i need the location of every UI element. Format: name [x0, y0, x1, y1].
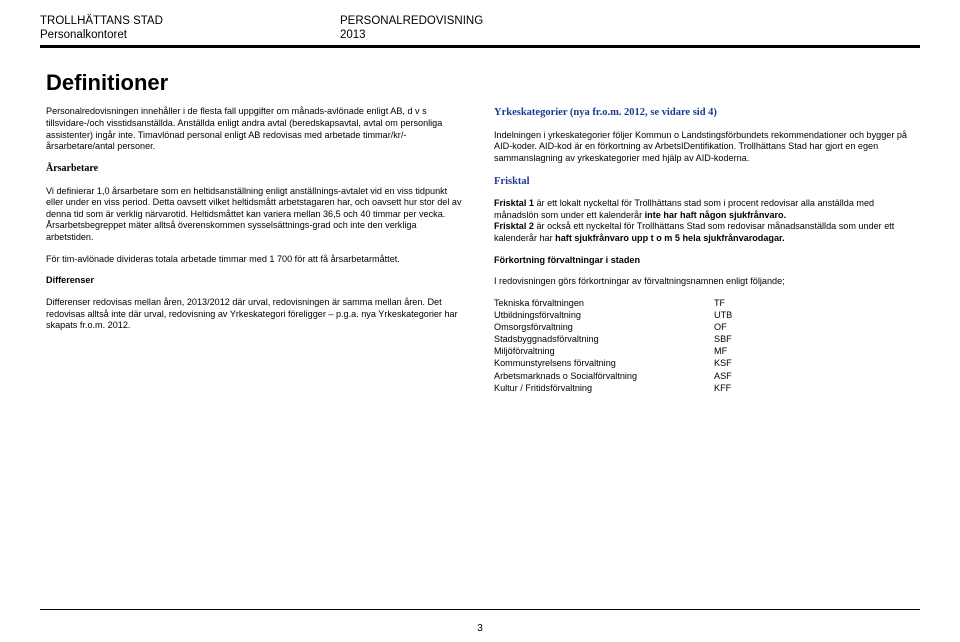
table-cell: UTB — [714, 310, 774, 322]
left-para-4: Differenser redovisas mellan åren, 2013/… — [46, 297, 466, 332]
table-cell: Kultur / Fritidsförvaltning — [494, 383, 714, 395]
table-cell: Omsorgsförvaltning — [494, 322, 714, 334]
table-cell: Stadsbyggnadsförvaltning — [494, 334, 714, 346]
header-dept: Personalkontoret — [40, 28, 340, 42]
right-para-2a: Frisktal 1 är ett lokalt nyckeltal för T… — [494, 198, 914, 221]
table-cell: Tekniska förvaltningen — [494, 298, 714, 310]
table-cell: Utbildningsförvaltning — [494, 310, 714, 322]
left-para-1: Personalredovisningen innehåller i de fl… — [46, 106, 466, 153]
footer-rule — [40, 609, 920, 610]
page-number: 3 — [477, 623, 483, 634]
left-para-2: Vi definierar 1,0 årsarbetare som en hel… — [46, 186, 466, 244]
abbreviation-table: Tekniska förvaltningenTF Utbildningsförv… — [494, 298, 914, 395]
table-cell: Kommunstyrelsens förvaltning — [494, 358, 714, 370]
table-cell: Arbetsmarknads o Socialförvaltning — [494, 371, 714, 383]
right-para-2b: Frisktal 2 är också ett nyckeltal för Tr… — [494, 221, 914, 244]
header-title: PERSONALREDOVISNING — [340, 14, 590, 28]
header-year: 2013 — [340, 28, 590, 42]
header-org: TROLLHÄTTANS STAD — [40, 14, 340, 28]
heading-forkortning: Förkortning förvaltningar i staden — [494, 255, 914, 267]
heading-yrkeskategorier: Yrkeskategorier (nya fr.o.m. 2012, se vi… — [494, 106, 914, 119]
table-cell: OF — [714, 322, 774, 334]
left-column: Personalredovisningen innehåller i de fl… — [46, 106, 466, 394]
table-cell: Miljöförvaltning — [494, 346, 714, 358]
table-cell: ASF — [714, 371, 774, 383]
table-cell: KFF — [714, 383, 774, 395]
header-rule-thin — [40, 47, 920, 48]
page-header: TROLLHÄTTANS STAD Personalkontoret PERSO… — [40, 14, 920, 43]
right-para-3: I redovisningen görs förkortningar av fö… — [494, 276, 914, 288]
frisktal-1-label: Frisktal 1 — [494, 198, 534, 208]
heading-frisktal: Frisktal — [494, 175, 914, 188]
left-para-3: För tim-avlönade divideras totala arbeta… — [46, 254, 466, 266]
right-para-1: Indelningen i yrkeskategorier följer Kom… — [494, 130, 914, 165]
right-column: Yrkeskategorier (nya fr.o.m. 2012, se vi… — [494, 106, 914, 394]
heading-differenser: Differenser — [46, 275, 466, 287]
page-title: Definitioner — [46, 70, 920, 96]
heading-arsarbetare: Årsarbetare — [46, 163, 466, 176]
table-cell: MF — [714, 346, 774, 358]
frisktal-2-label: Frisktal 2 — [494, 221, 534, 231]
table-cell: SBF — [714, 334, 774, 346]
table-cell: KSF — [714, 358, 774, 370]
table-cell: TF — [714, 298, 774, 310]
